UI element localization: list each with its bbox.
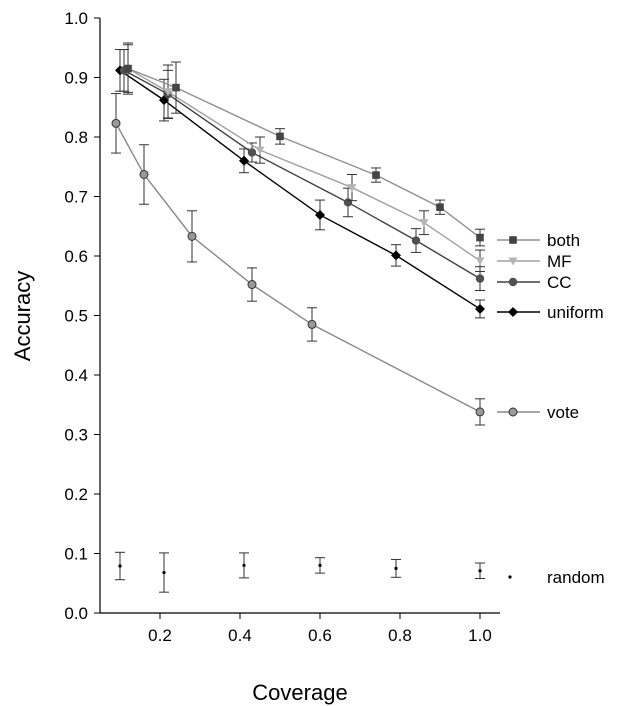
axes (99, 18, 500, 614)
data-point (318, 563, 322, 568)
legend-marker (508, 407, 518, 417)
series-uniform (115, 49, 485, 319)
series-line-vote (115, 122, 481, 413)
legend-marker (508, 575, 512, 579)
legend-label: vote (547, 403, 579, 422)
legend-label: random (547, 568, 605, 587)
y-tick-label: 0.4 (64, 366, 88, 385)
series-line-mf (127, 67, 481, 262)
series-line-uniform (119, 69, 481, 310)
legend-label: uniform (547, 303, 604, 322)
data-point (411, 236, 421, 245)
y-tick-label: 0.1 (64, 545, 88, 564)
data-point (307, 319, 317, 329)
data-point (162, 570, 166, 575)
data-point (372, 171, 380, 179)
y-tick-label: 1.0 (64, 9, 88, 28)
data-point (124, 64, 132, 73)
legend-marker (509, 236, 517, 244)
data-point (239, 155, 249, 166)
data-point (478, 569, 482, 573)
data-point (118, 564, 122, 568)
data-point (139, 169, 149, 179)
legend-label: MF (547, 252, 572, 271)
legend-item-both: both (497, 231, 580, 250)
legend-label: CC (547, 273, 572, 292)
x-tick-label: 1.0 (468, 626, 492, 645)
series-both (123, 44, 485, 247)
series-vote (111, 93, 485, 426)
legend-item-cc: CC (497, 273, 572, 292)
y-tick-label: 0.0 (64, 604, 88, 623)
x-tick-label: 0.2 (148, 626, 172, 645)
y-tick-label: 0.2 (64, 485, 88, 504)
legend-item-uniform: uniform (497, 303, 604, 322)
legend: both MF CC uniform vote random (497, 231, 605, 587)
x-tick-label: 0.8 (388, 626, 412, 645)
series-line-cc (123, 69, 481, 280)
legend-marker (508, 277, 518, 287)
data-point (347, 184, 357, 193)
y-tick-label: 0.3 (64, 426, 88, 445)
data-point (247, 148, 257, 157)
x-axis-title: Coverage (252, 680, 347, 705)
data-point (172, 83, 180, 92)
series-random (115, 551, 485, 593)
data-point (476, 233, 484, 242)
data-point (419, 219, 429, 228)
data-point (475, 407, 485, 417)
data-point (343, 198, 353, 207)
data-point (255, 146, 265, 155)
y-tick-label: 0.7 (64, 188, 88, 207)
legend-label: both (547, 231, 580, 250)
data-point (475, 303, 485, 314)
legend-marker (508, 257, 518, 266)
x-tick-label: 0.4 (228, 626, 252, 645)
data-point (247, 280, 257, 290)
data-point (242, 563, 246, 568)
data-point (475, 274, 485, 283)
y-tick-label: 0.9 (64, 69, 88, 88)
series-line-both (127, 67, 481, 239)
data-point (276, 132, 284, 141)
data-point (187, 231, 197, 241)
legend-item-vote: vote (497, 403, 579, 422)
legend-item-random: random (508, 568, 605, 587)
x-tick-label: 0.6 (308, 626, 332, 645)
data-point (394, 566, 398, 570)
data-point (436, 203, 444, 212)
ticks: 0.0 0.1 0.2 0.3 0.4 0.5 0.6 0.7 0.8 0.9 1.0 0.2 0.4 0… (64, 9, 491, 645)
data-point (475, 257, 485, 266)
data-point (163, 88, 173, 97)
y-tick-label: 0.5 (64, 307, 88, 326)
legend-item-mf: MF (497, 252, 572, 271)
y-tick-label: 0.6 (64, 247, 88, 266)
legend-marker (508, 307, 518, 317)
series-mf (123, 42, 485, 272)
y-axis-title: Accuracy (10, 271, 35, 361)
data-point (111, 118, 121, 128)
data-point (391, 250, 401, 261)
y-tick-label: 0.8 (64, 128, 88, 147)
data-point (315, 209, 325, 220)
series-layer (111, 42, 485, 593)
